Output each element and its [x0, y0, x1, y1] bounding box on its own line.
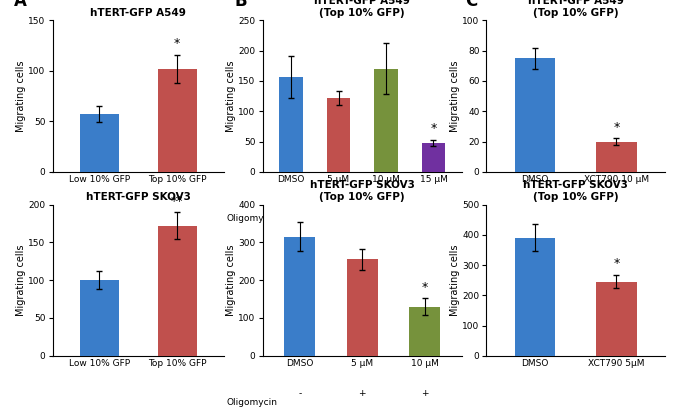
- Title: hTERT-GFP A549: hTERT-GFP A549: [90, 8, 186, 18]
- Title: hTERT-GFP SKOV3: hTERT-GFP SKOV3: [86, 192, 190, 202]
- Title: hTERT-GFP SKOV3
(Top 10% GFP): hTERT-GFP SKOV3 (Top 10% GFP): [524, 180, 628, 202]
- Title: hTERT-GFP A549
(Top 10% GFP): hTERT-GFP A549 (Top 10% GFP): [314, 0, 410, 18]
- Bar: [158, 226, 197, 356]
- Text: +: +: [358, 389, 366, 398]
- Bar: [158, 69, 197, 172]
- Text: +: +: [335, 205, 342, 214]
- Text: *: *: [613, 258, 620, 270]
- Title: hTERT-GFP A549
(Top 10% GFP): hTERT-GFP A549 (Top 10% GFP): [528, 0, 624, 18]
- Title: hTERT-GFP SKOV3
(Top 10% GFP): hTERT-GFP SKOV3 (Top 10% GFP): [310, 180, 414, 202]
- Text: C: C: [466, 0, 477, 10]
- Y-axis label: Migrating cells: Migrating cells: [225, 245, 235, 316]
- Bar: [80, 114, 119, 172]
- Bar: [279, 77, 303, 172]
- Bar: [327, 98, 351, 172]
- Bar: [409, 307, 440, 356]
- Y-axis label: Migrating cells: Migrating cells: [449, 61, 459, 132]
- Bar: [421, 143, 445, 172]
- Text: -: -: [289, 205, 293, 214]
- Text: Oligomycin: Oligomycin: [227, 214, 278, 223]
- Text: +: +: [382, 205, 390, 214]
- Text: Oligomycin: Oligomycin: [227, 398, 278, 407]
- Y-axis label: Migrating cells: Migrating cells: [225, 61, 235, 132]
- Text: *: *: [421, 281, 428, 294]
- Text: *: *: [430, 122, 437, 135]
- Bar: [284, 237, 316, 356]
- Text: *: *: [174, 37, 181, 50]
- Bar: [374, 69, 398, 172]
- Bar: [596, 282, 636, 356]
- Bar: [515, 238, 556, 356]
- Text: +: +: [430, 205, 438, 214]
- Text: **: **: [171, 195, 183, 207]
- Bar: [515, 58, 556, 172]
- Bar: [80, 280, 119, 356]
- Text: B: B: [234, 0, 247, 10]
- Y-axis label: Migrating cells: Migrating cells: [449, 245, 459, 316]
- Bar: [596, 142, 636, 172]
- Text: A: A: [14, 0, 27, 10]
- Text: *: *: [613, 121, 620, 134]
- Text: -: -: [298, 389, 302, 398]
- Y-axis label: Migrating cells: Migrating cells: [15, 245, 25, 316]
- Y-axis label: Migrating cells: Migrating cells: [15, 61, 25, 132]
- Text: +: +: [421, 389, 428, 398]
- Bar: [346, 259, 378, 356]
